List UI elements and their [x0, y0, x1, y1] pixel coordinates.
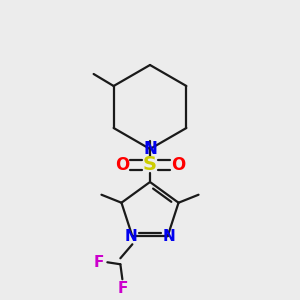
Text: O: O: [115, 156, 129, 174]
Text: S: S: [143, 155, 157, 175]
Text: N: N: [125, 229, 138, 244]
Text: N: N: [143, 140, 157, 158]
Text: F: F: [93, 255, 103, 270]
Text: N: N: [162, 229, 175, 244]
Text: F: F: [117, 281, 128, 296]
Text: O: O: [171, 156, 185, 174]
